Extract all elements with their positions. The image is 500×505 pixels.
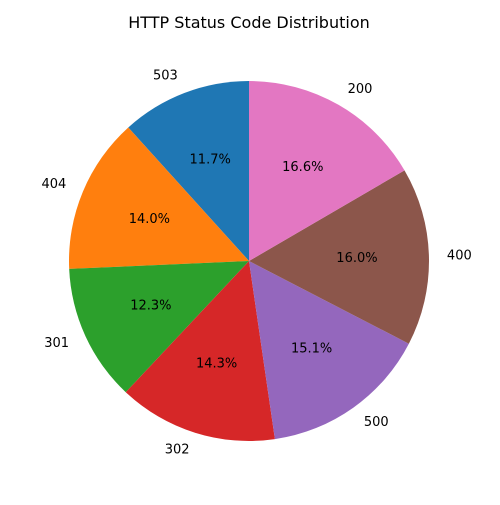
slice-label-500: 500 (364, 415, 389, 430)
pie-slice-500 (249, 261, 409, 440)
slice-label-404: 404 (41, 177, 66, 192)
pie-labels: 503 11.7% 404 14.0% 301 12.3% 302 14.3% 500 15.1%… (41, 69, 471, 458)
pie-slice-301 (69, 261, 249, 393)
slice-percent-200: 16.6% (282, 160, 323, 175)
slice-percent-500: 15.1% (291, 341, 332, 356)
slice-label-400: 400 (447, 249, 472, 264)
pie-slice-200 (249, 81, 405, 261)
pie-slice-503 (128, 81, 249, 261)
slice-label-302: 302 (165, 442, 190, 457)
slice-label-301: 301 (44, 336, 69, 351)
slice-percent-301: 12.3% (130, 299, 171, 314)
slice-label-503: 503 (153, 69, 178, 84)
slice-percent-302: 14.3% (196, 357, 237, 372)
pie-slice-302 (125, 261, 275, 441)
slice-percent-400: 16.0% (336, 251, 377, 266)
chart-title: HTTP Status Code Distribution (128, 13, 370, 32)
slice-percent-404: 14.0% (129, 212, 170, 227)
pie-slice-400 (249, 170, 430, 344)
pie-slices (68, 81, 430, 441)
pie-slice-404 (68, 127, 249, 269)
slice-percent-503: 11.7% (190, 153, 231, 168)
slice-label-200: 200 (348, 82, 373, 97)
